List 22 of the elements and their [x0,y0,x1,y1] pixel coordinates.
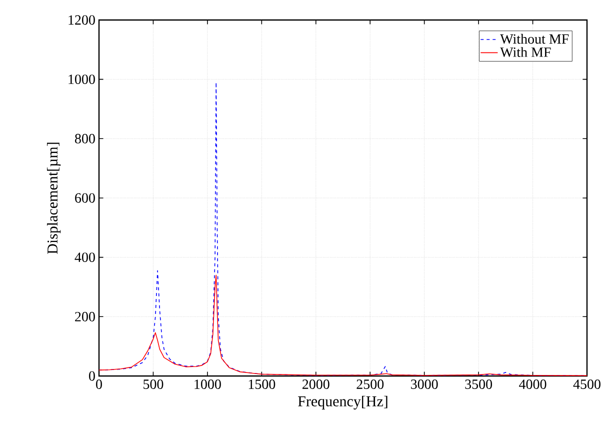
x-tick-label: 3000 [411,380,438,389]
x-tick-label: 3500 [465,380,492,389]
x-tick-label: 4000 [519,380,546,389]
x-tick-label: 500 [144,380,164,389]
x-axis-title: Frequency[Hz] [298,396,388,410]
x-tick-label: 0 [96,380,102,389]
y-axis-title: Displacement[µm] [47,142,61,254]
legend-label: With MF [500,47,551,58]
x-tick-label: 1500 [248,380,276,389]
y-tick-label: 1000 [68,74,95,84]
y-tick-label: 200 [75,312,95,322]
legend-label: Without MF [500,34,569,44]
y-tick-label: 1200 [68,15,95,25]
x-tick-label: 2500 [356,380,384,389]
y-tick-label: 0 [89,371,95,381]
x-tick-label: 2000 [302,380,330,389]
x-tick-label: 1000 [194,380,221,389]
y-tick-label: 600 [75,193,95,203]
y-tick-label: 800 [75,134,95,144]
y-tick-label: 400 [74,252,95,262]
line-series [99,274,587,376]
x-tick-label: 4500 [573,380,600,389]
